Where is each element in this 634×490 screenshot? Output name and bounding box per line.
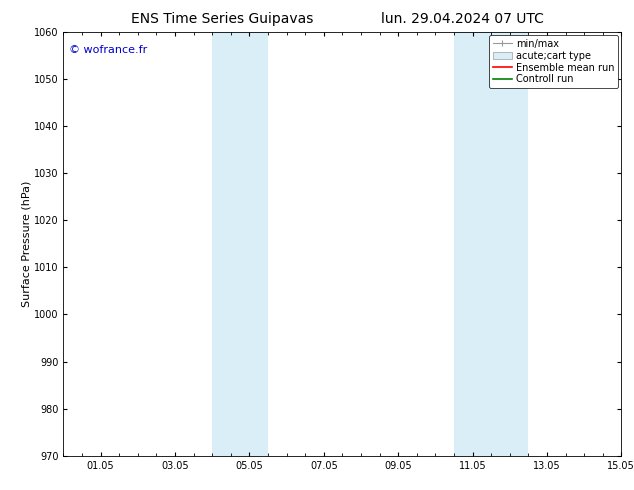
Text: © wofrance.fr: © wofrance.fr	[69, 45, 147, 54]
Text: ENS Time Series Guipavas: ENS Time Series Guipavas	[131, 12, 313, 26]
Text: lun. 29.04.2024 07 UTC: lun. 29.04.2024 07 UTC	[382, 12, 544, 26]
Y-axis label: Surface Pressure (hPa): Surface Pressure (hPa)	[21, 181, 31, 307]
Legend: min/max, acute;cart type, Ensemble mean run, Controll run: min/max, acute;cart type, Ensemble mean …	[489, 35, 618, 88]
Bar	[454, 32, 528, 456]
Bar	[212, 32, 268, 456]
